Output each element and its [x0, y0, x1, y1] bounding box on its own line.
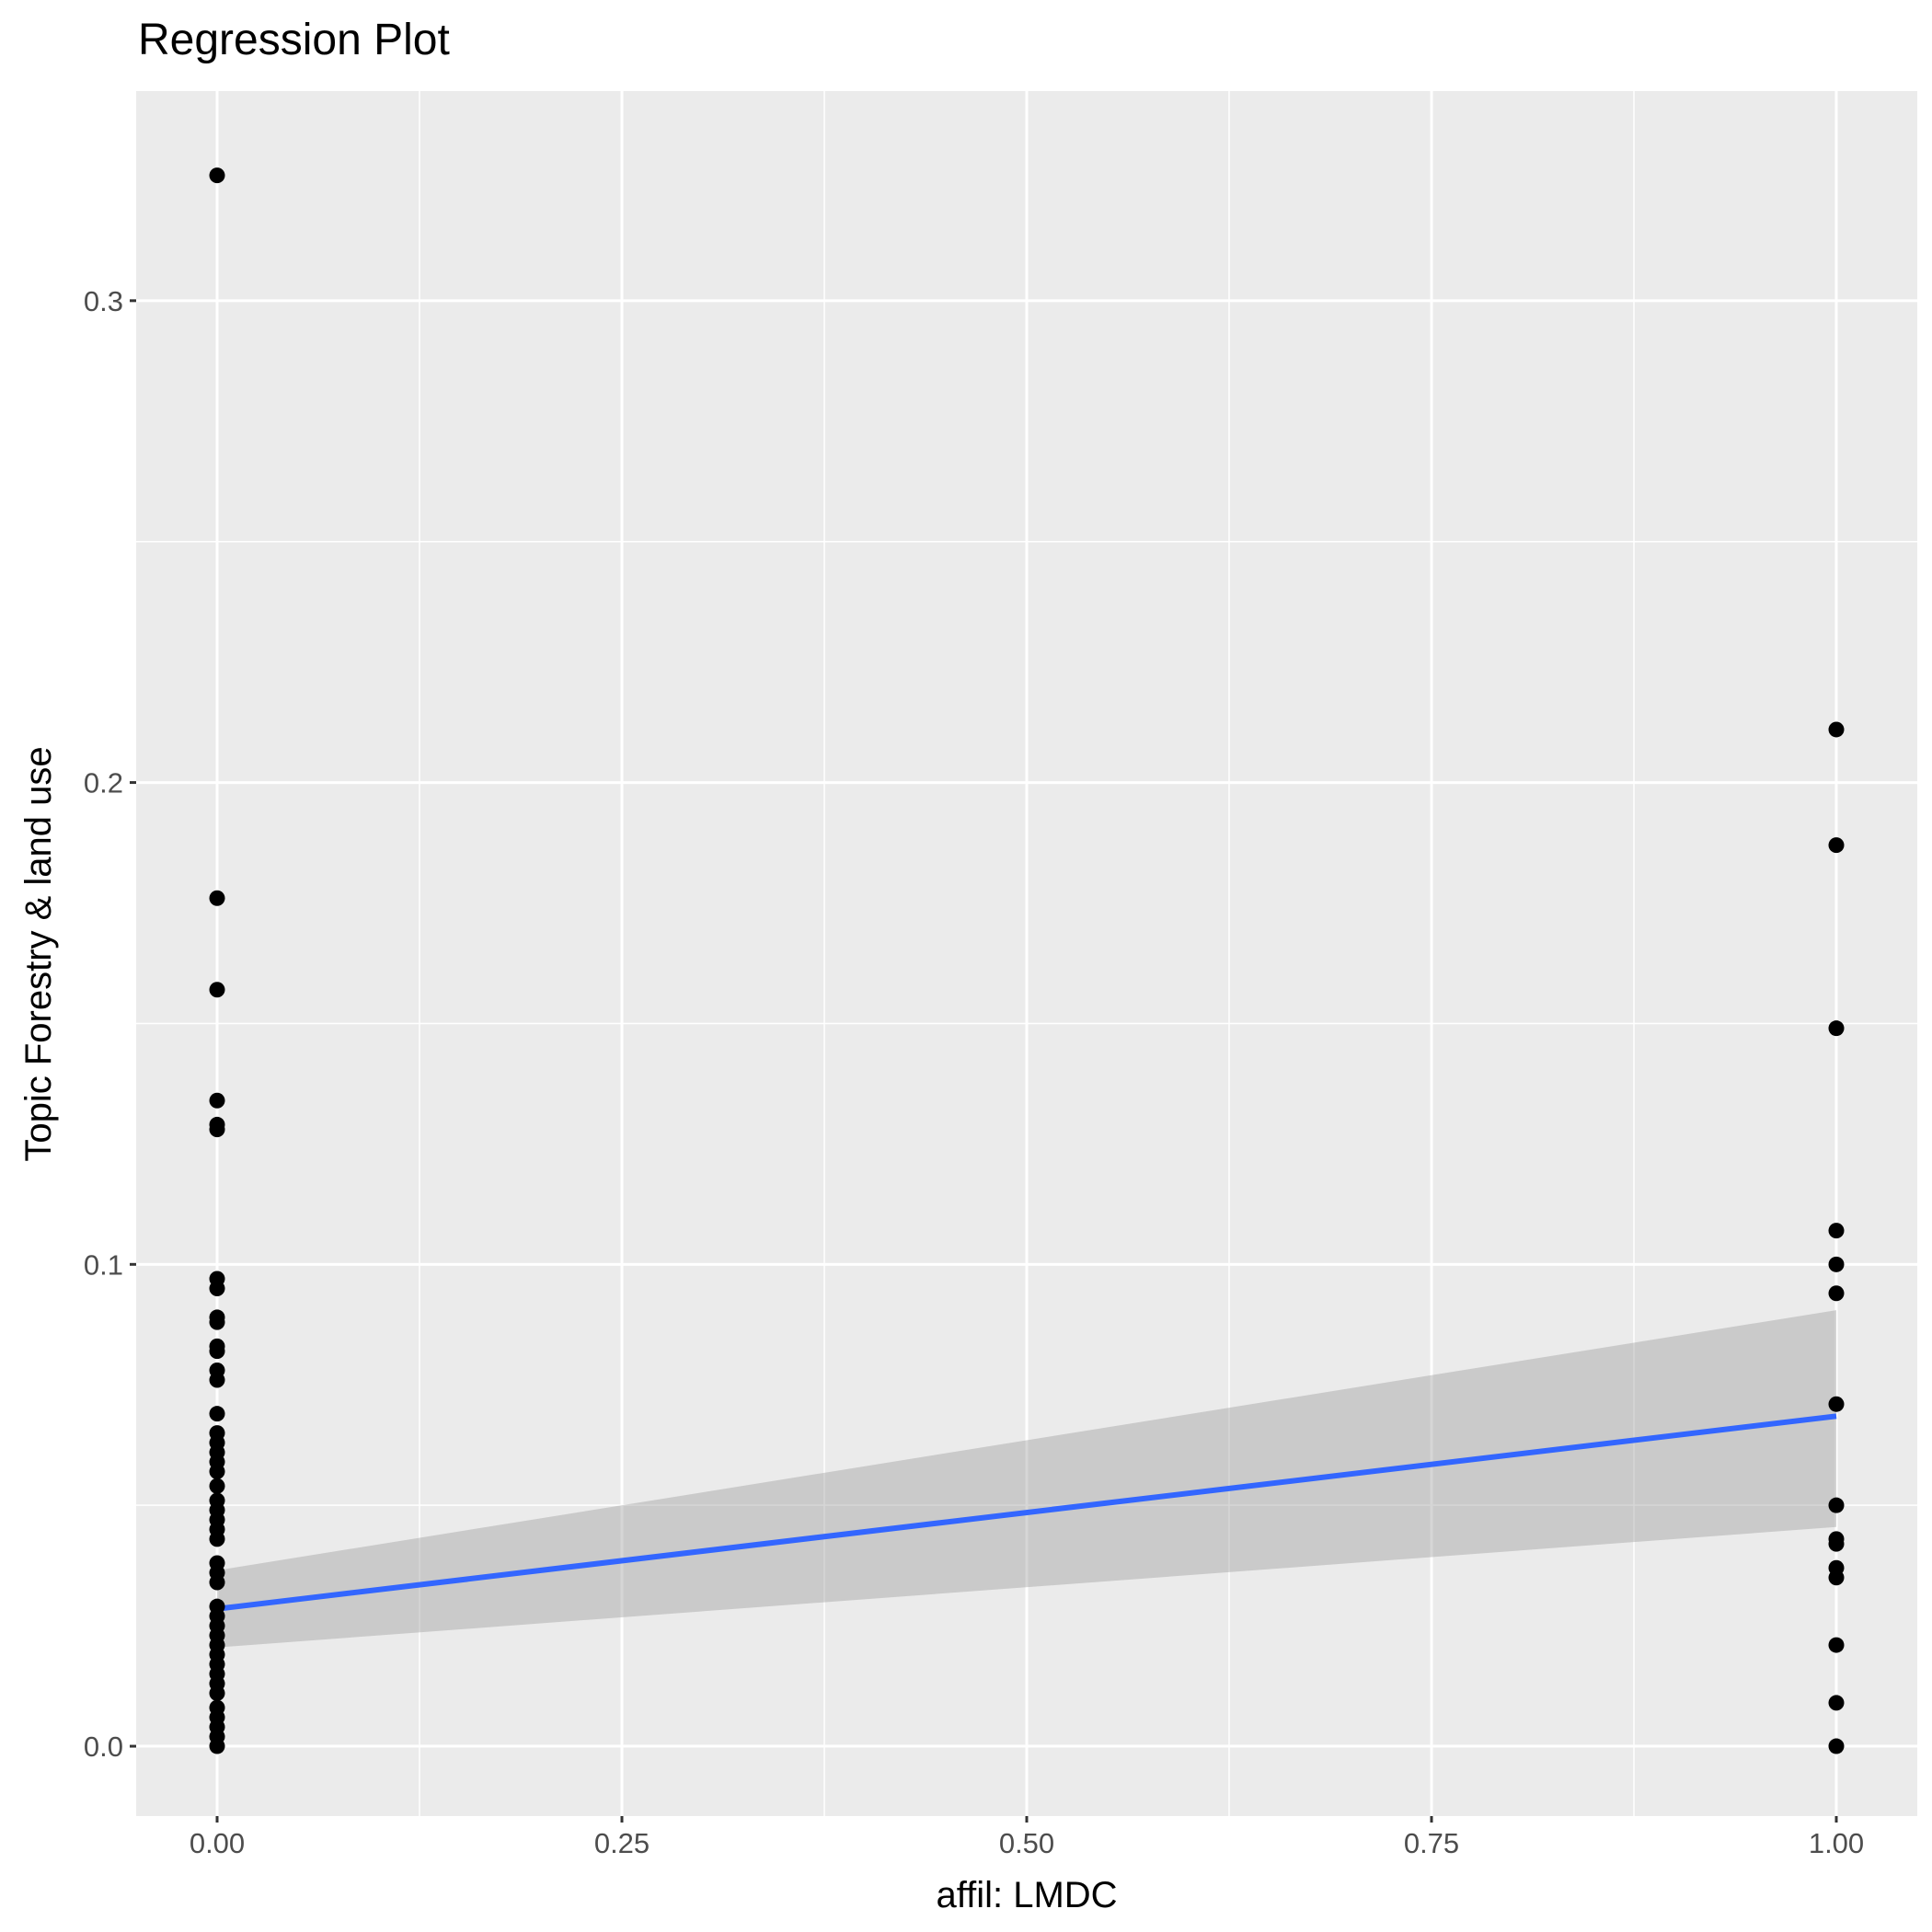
data-point	[209, 167, 225, 184]
data-point	[1828, 1285, 1845, 1302]
data-point	[1828, 1497, 1845, 1513]
y-tick-label: 0.0	[84, 1731, 123, 1763]
data-point	[209, 1092, 225, 1109]
data-point	[1828, 1256, 1845, 1272]
data-point	[1828, 1695, 1845, 1711]
data-point	[209, 1464, 225, 1480]
data-point	[209, 1343, 225, 1360]
x-axis-title: affil: LMDC	[936, 1875, 1117, 1915]
x-tick-label: 0.25	[594, 1827, 650, 1859]
data-point	[1828, 1738, 1845, 1754]
data-point	[209, 1738, 225, 1754]
y-axis: 0.0 0.1 0.2 0.3	[84, 285, 136, 1763]
data-point	[209, 1281, 225, 1297]
x-tick-label: 0.50	[999, 1827, 1054, 1859]
data-point	[209, 890, 225, 906]
y-axis-title: Topic Forestry & land use	[18, 746, 59, 1161]
y-tick-label: 0.2	[84, 767, 123, 799]
data-point	[209, 1531, 225, 1547]
data-point	[1828, 1570, 1845, 1586]
data-point	[1828, 1020, 1845, 1037]
data-points	[209, 167, 1845, 1754]
data-point	[209, 1406, 225, 1422]
regression-line	[216, 1413, 1837, 1612]
data-point	[209, 1685, 225, 1701]
x-tick-label: 1.00	[1809, 1827, 1864, 1859]
x-tick-label: 0.75	[1404, 1827, 1459, 1859]
data-point	[209, 1478, 225, 1494]
data-point	[1828, 721, 1845, 738]
data-point	[209, 1574, 225, 1591]
data-point	[1828, 1396, 1845, 1412]
data-point	[209, 982, 225, 998]
data-point	[1828, 1535, 1845, 1552]
data-point	[209, 1121, 225, 1138]
chart-title: Regression Plot	[138, 16, 450, 64]
y-tick-label: 0.3	[84, 285, 123, 317]
data-point	[209, 1372, 225, 1388]
x-axis: 0.00 0.25 0.50 0.75 1.00	[190, 1816, 1864, 1859]
data-point	[1828, 1637, 1845, 1653]
data-point	[209, 1314, 225, 1330]
x-tick-label: 0.00	[190, 1827, 245, 1859]
y-tick-label: 0.1	[84, 1248, 123, 1281]
data-point	[1828, 837, 1845, 854]
data-point	[1828, 1223, 1845, 1239]
